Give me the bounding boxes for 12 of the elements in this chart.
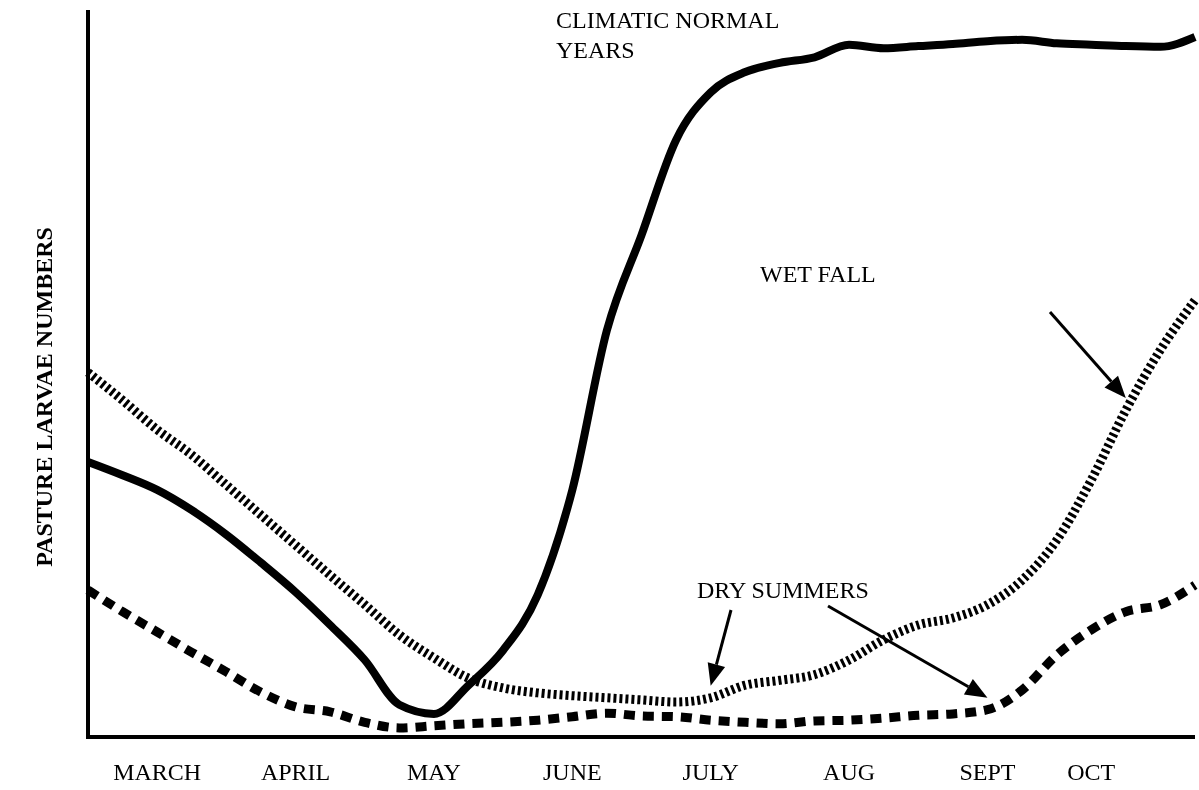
x-tick-label: AUG — [823, 759, 876, 785]
y-axis-title: PASTURE LARVAE NUMBERS — [31, 227, 57, 567]
x-tick-label: JUNE — [542, 759, 602, 785]
x-tick-label: SEPT — [959, 759, 1016, 785]
annotation: CLIMATIC NORMAL YEARS — [556, 7, 780, 63]
x-tick-label: APRIL — [260, 759, 331, 785]
annotation: WET FALL — [760, 261, 876, 287]
annotation: DRY SUMMERS — [697, 577, 869, 603]
x-tick-label: JULY — [682, 759, 739, 785]
x-tick-label: MARCH — [113, 759, 202, 785]
x-tick-label: OCT — [1067, 759, 1116, 785]
x-tick-label: MAY — [407, 759, 461, 785]
